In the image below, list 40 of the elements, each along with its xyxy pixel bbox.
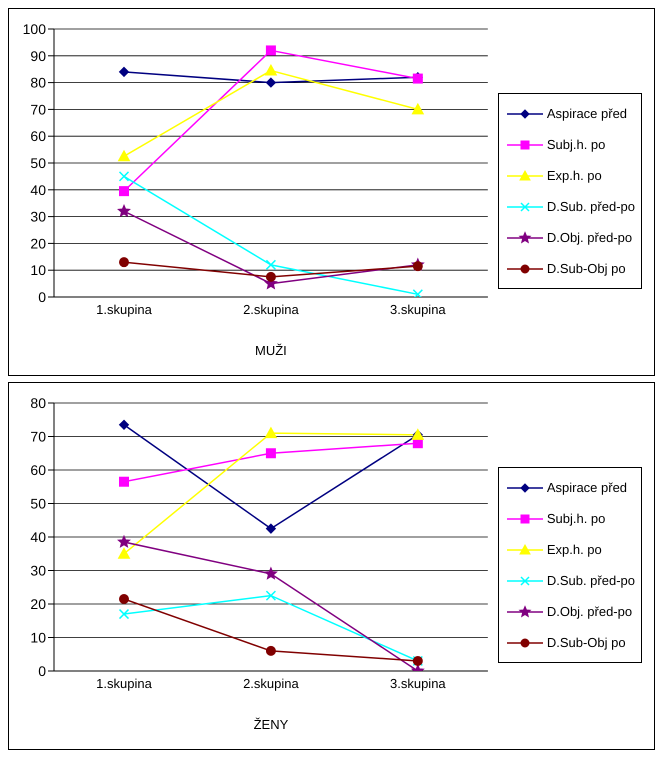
y-tick-label: 50 [30,154,46,171]
legend-label: Exp.h. po [546,168,602,183]
x-tick-label: 2.skupina [243,302,300,318]
y-tick-label: 20 [30,235,46,252]
x-axis-title: MUŽI [255,343,287,358]
y-tick-label: 100 [22,20,46,37]
y-tick-label: 40 [30,182,46,198]
y-tick-label: 40 [30,528,46,545]
legend-label: Aspirace před [546,480,628,495]
x-tick-label: 2.skupina [243,676,300,692]
y-tick-label: 60 [30,462,46,478]
y-tick-label: 50 [30,495,46,512]
y-tick-label: 60 [30,128,46,144]
y-tick-label: 70 [30,428,46,444]
x-tick-label: 1.skupina [96,302,153,318]
legend-label: D.Sub-Obj po [546,635,626,650]
legend-label: D.Sub. před-po [546,573,635,588]
x-tick-label: 1.skupina [96,676,153,692]
legend-label: D.Sub. před-po [546,199,635,214]
y-tick-label: 90 [30,48,46,64]
legend-label: Subj.h. po [546,511,606,526]
y-tick-label: 20 [30,596,46,612]
legend-label: Exp.h. po [546,542,602,557]
legend-label: D.Sub-Obj po [546,261,626,276]
y-tick-label: 30 [30,208,46,225]
y-tick-label: 30 [30,562,46,578]
legend-label: D.Obj. před-po [546,604,632,619]
y-tick-label: 0 [38,288,46,305]
y-tick-label: 80 [30,394,46,411]
x-tick-label: 3.skupina [390,302,446,318]
legend-label: D.Obj. před-po [546,230,632,245]
y-tick-label: 80 [30,74,46,91]
legend-label: Aspirace před [546,106,628,121]
y-tick-label: 70 [30,101,46,118]
y-tick-label: 10 [30,262,46,278]
x-axis-title: ŽENY [254,717,289,732]
y-tick-label: 10 [30,629,46,646]
x-tick-label: 3.skupina [390,676,446,692]
y-tick-label: 0 [38,662,46,679]
legend-label: Subj.h. po [546,137,606,152]
